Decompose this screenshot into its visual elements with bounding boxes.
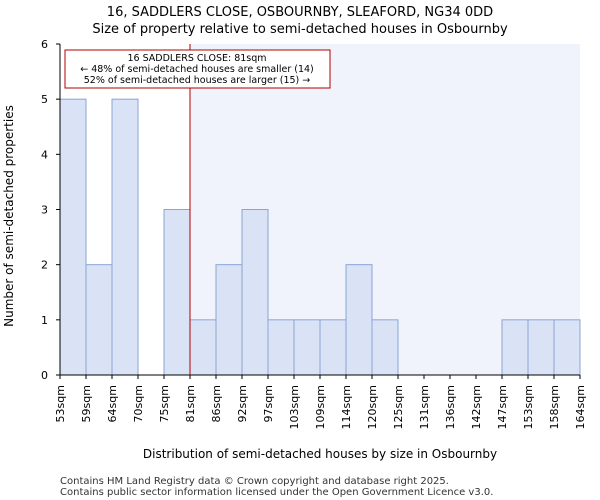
x-tick-label-97sqm: 97sqm bbox=[262, 385, 275, 422]
bar-92sqm bbox=[241, 209, 269, 376]
y-tick-label-2: 2 bbox=[41, 259, 48, 272]
y-tick-label-0: 0 bbox=[41, 369, 48, 382]
chart-title-line1: 16, SADDLERS CLOSE, OSBOURNBY, SLEAFORD,… bbox=[107, 5, 493, 20]
x-tick-label-109sqm: 109sqm bbox=[314, 385, 327, 429]
x-tick-label-59sqm: 59sqm bbox=[80, 385, 93, 422]
annotation-border bbox=[64, 49, 331, 89]
x-tick-label-103sqm: 103sqm bbox=[288, 385, 301, 429]
annotation-line2: ← 48% of semi-detached houses are smalle… bbox=[80, 64, 314, 75]
bar-81sqm bbox=[189, 319, 217, 376]
x-tick-label-153sqm: 153sqm bbox=[522, 385, 535, 429]
x-tick-label-120sqm: 120sqm bbox=[366, 385, 379, 429]
bar-97sqm bbox=[267, 319, 295, 376]
x-tick-label-114sqm: 114sqm bbox=[340, 385, 353, 429]
x-tick-label-131sqm: 131sqm bbox=[418, 385, 431, 429]
bar-109sqm bbox=[319, 319, 347, 376]
bar-103sqm bbox=[293, 319, 321, 376]
bar-53sqm bbox=[59, 98, 87, 376]
y-tick-label-1: 1 bbox=[41, 314, 48, 327]
bar-114sqm bbox=[345, 264, 373, 376]
bar-147sqm bbox=[501, 319, 529, 376]
bar-158sqm bbox=[553, 319, 581, 376]
x-tick-label-75sqm: 75sqm bbox=[158, 385, 171, 422]
x-tick-label-53sqm: 53sqm bbox=[54, 385, 67, 422]
x-tick-label-86sqm: 86sqm bbox=[210, 385, 223, 422]
x-tick-label-136sqm: 136sqm bbox=[444, 385, 457, 429]
x-tick-label-142sqm: 142sqm bbox=[470, 385, 483, 429]
y-axis-title: Number of semi-detached properties bbox=[2, 105, 16, 327]
bar-153sqm bbox=[527, 319, 555, 376]
bar-75sqm bbox=[163, 209, 191, 376]
y-tick-label-5: 5 bbox=[41, 93, 48, 106]
x-tick-label-81sqm: 81sqm bbox=[184, 385, 197, 422]
x-tick-label-92sqm: 92sqm bbox=[236, 385, 249, 422]
x-tick-label-158sqm: 158sqm bbox=[548, 385, 561, 429]
bar-59sqm bbox=[85, 264, 113, 376]
footer-line1: Contains HM Land Registry data © Crown c… bbox=[60, 476, 449, 487]
x-tick-label-147sqm: 147sqm bbox=[496, 385, 509, 429]
bar-64sqm bbox=[111, 98, 139, 376]
x-tick-label-164sqm: 164sqm bbox=[574, 385, 587, 429]
annotation-line3: 52% of semi-detached houses are larger (… bbox=[84, 75, 311, 86]
annotation-box: 16 SADDLERS CLOSE: 81sqm ← 48% of semi-d… bbox=[64, 49, 331, 89]
chart-title-line2: Size of property relative to semi-detach… bbox=[92, 22, 508, 37]
x-tick-label-64sqm: 64sqm bbox=[106, 385, 119, 422]
x-axis-title: Distribution of semi-detached houses by … bbox=[143, 447, 497, 461]
annotation-line1: 16 SADDLERS CLOSE: 81sqm bbox=[127, 53, 266, 64]
bar-86sqm bbox=[215, 264, 243, 376]
x-tick-label-125sqm: 125sqm bbox=[392, 385, 405, 429]
y-tick-label-6: 6 bbox=[41, 38, 48, 51]
footer-line2: Contains public sector information licen… bbox=[60, 487, 493, 498]
y-tick-label-3: 3 bbox=[41, 204, 48, 217]
y-tick-label-4: 4 bbox=[41, 148, 48, 161]
bar-120sqm bbox=[371, 319, 399, 376]
x-tick-label-70sqm: 70sqm bbox=[132, 385, 145, 422]
